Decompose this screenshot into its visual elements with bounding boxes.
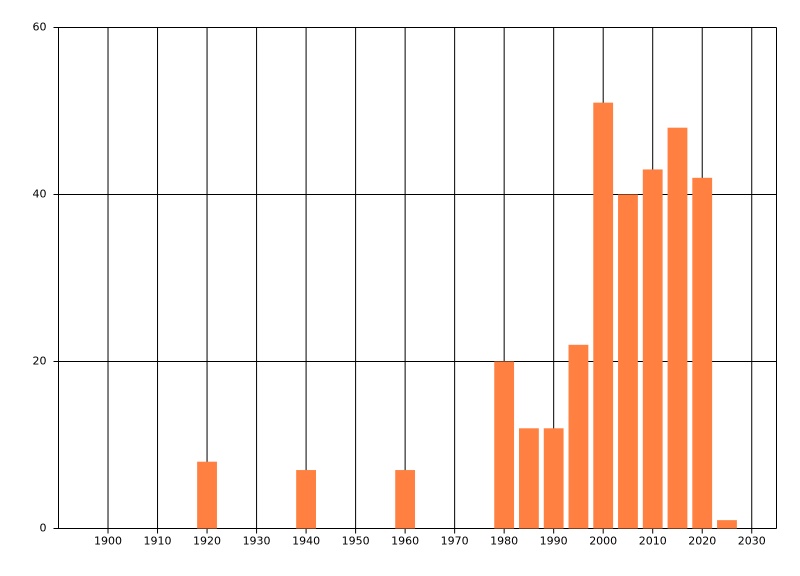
y-tick-label: 60 (33, 21, 47, 34)
bar (593, 102, 614, 529)
x-tick-label: 2010 (639, 535, 667, 548)
x-tick-label: 1950 (342, 535, 370, 548)
bar (519, 428, 539, 529)
x-tick-label: 1930 (243, 535, 271, 548)
bar (568, 344, 589, 529)
x-tick-label: 2000 (589, 535, 617, 548)
x-tick-label: 1920 (193, 535, 221, 548)
x-tick-label: 1900 (94, 535, 122, 548)
x-tick-label: 2030 (738, 535, 766, 548)
x-tick-label: 1990 (540, 535, 568, 548)
x-tick-label: 2020 (688, 535, 716, 548)
x-tick-label: 1980 (490, 535, 518, 548)
bar (197, 461, 217, 529)
y-tick-label: 40 (33, 188, 47, 201)
bar (395, 470, 416, 529)
x-tick-label: 1940 (292, 535, 320, 548)
bar (543, 428, 564, 529)
y-tick-label: 0 (40, 522, 47, 535)
bar (296, 470, 316, 529)
y-tick-label: 20 (33, 355, 47, 368)
x-tick-label: 1910 (144, 535, 172, 548)
bar (692, 177, 713, 529)
x-tick-label: 1960 (391, 535, 419, 548)
bar (642, 169, 663, 529)
bar (717, 520, 737, 529)
bar (667, 127, 688, 529)
x-tick-label: 1970 (441, 535, 469, 548)
bar (494, 361, 515, 529)
bar (618, 194, 638, 529)
